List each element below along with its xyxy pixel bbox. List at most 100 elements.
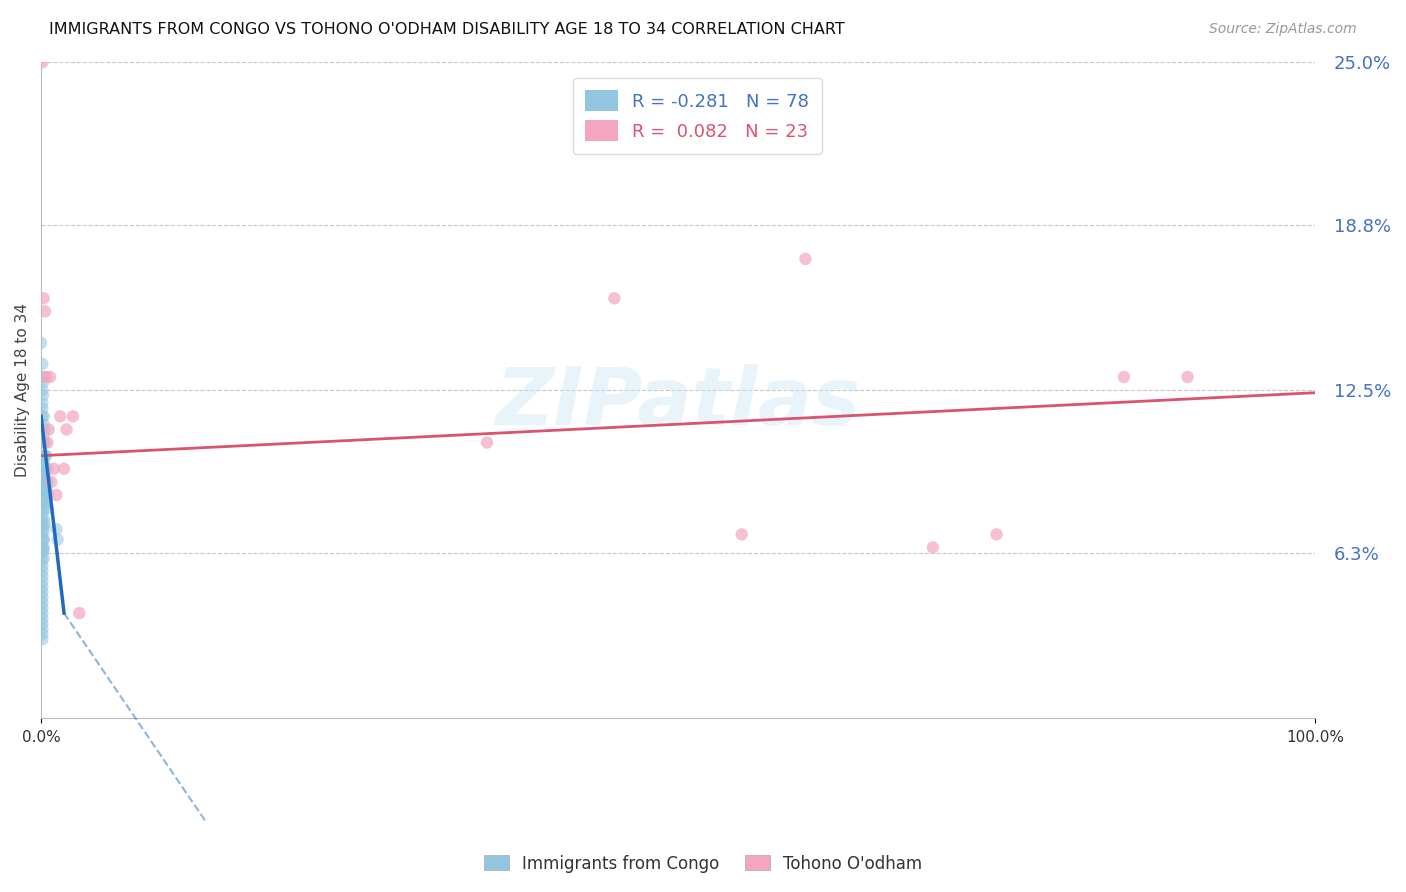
Point [31,514,53,528]
Point [39,370,62,384]
Point [32,454,55,468]
Point [34,435,56,450]
Point [31,530,53,544]
Point [986,527,1008,541]
Point [30,335,52,350]
Point [31,454,53,468]
Point [31,616,53,631]
Point [31,55,53,70]
Point [35,475,58,489]
Point [37,435,59,450]
Point [32,459,55,474]
Point [31,622,53,636]
Point [32,417,55,432]
Point [34,449,56,463]
Point [37,475,59,489]
Point [37,462,59,476]
Point [32,533,55,547]
Point [31,401,53,416]
Point [35,370,58,384]
Point [31,383,53,397]
Point [32,501,55,516]
Point [53,462,76,476]
Point [32,541,55,555]
Point [32,449,55,463]
Point [34,496,56,510]
Point [31,627,53,641]
Point [794,252,817,266]
Text: Source: ZipAtlas.com: Source: ZipAtlas.com [1209,22,1357,37]
Point [34,480,56,494]
Point [31,541,53,555]
Point [31,357,53,371]
Point [31,580,53,594]
Point [31,611,53,625]
Point [31,600,53,615]
Point [31,546,53,560]
Point [32,524,55,539]
Text: ZIPatlas: ZIPatlas [495,364,860,442]
Point [39,475,62,489]
Point [37,488,59,502]
Legend: R = -0.281   N = 78, R =  0.082   N = 23: R = -0.281 N = 78, R = 0.082 N = 23 [572,78,823,153]
Point [34,475,56,489]
Point [31,574,53,589]
Point [31,370,53,384]
Point [31,396,53,410]
Point [31,507,53,521]
Point [31,558,53,573]
Point [34,467,56,481]
Point [32,551,55,566]
Point [49,409,72,424]
Point [32,469,55,483]
Point [31,554,53,568]
Point [32,375,55,389]
Point [921,541,943,555]
Point [35,449,58,463]
Point [31,409,53,424]
Point [38,422,60,436]
Point [603,291,626,305]
Point [35,472,58,486]
Point [35,488,58,502]
Point [62,409,84,424]
Point [31,606,53,620]
Point [46,533,69,547]
Point [32,409,55,424]
Point [42,462,65,476]
Point [34,462,56,476]
Point [31,465,53,479]
Point [32,388,55,402]
Point [31,485,53,500]
Point [731,527,754,541]
Point [31,585,53,599]
Point [31,632,53,647]
Point [37,485,59,500]
Point [31,475,53,489]
Y-axis label: Disability Age 18 to 34: Disability Age 18 to 34 [15,303,30,477]
Point [35,483,58,497]
Point [67,606,90,620]
Point [55,422,77,436]
Point [32,491,55,505]
Point [31,496,53,510]
Point [32,427,55,442]
Point [32,511,55,525]
Point [31,591,53,605]
Point [32,370,55,384]
Point [35,462,58,476]
Text: IMMIGRANTS FROM CONGO VS TOHONO O'ODHAM DISABILITY AGE 18 TO 34 CORRELATION CHAR: IMMIGRANTS FROM CONGO VS TOHONO O'ODHAM … [49,22,845,37]
Point [32,435,55,450]
Point [32,533,55,547]
Point [1112,370,1135,384]
Point [31,564,53,578]
Legend: Immigrants from Congo, Tohono O'odham: Immigrants from Congo, Tohono O'odham [477,848,929,880]
Point [34,304,56,318]
Point [34,477,56,491]
Point [32,519,55,533]
Point [1177,370,1199,384]
Point [32,291,55,305]
Point [37,501,59,516]
Point [34,516,56,531]
Point [45,522,67,536]
